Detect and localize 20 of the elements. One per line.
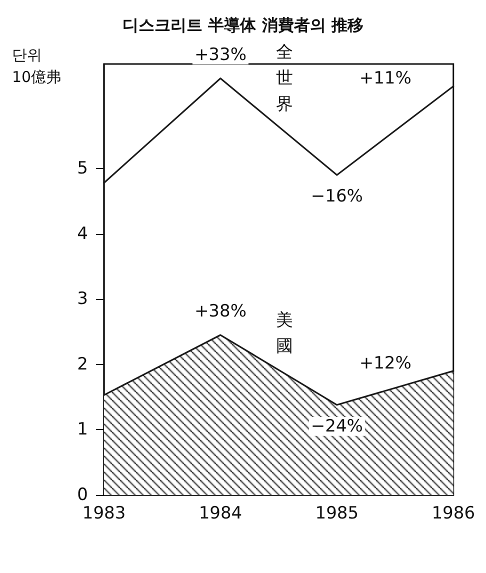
annotation: −24% (310, 416, 363, 436)
x-tick-label: 1986 (432, 504, 475, 524)
series-label: 美國 (276, 310, 294, 356)
x-tick-label: 1983 (82, 504, 126, 524)
y-tick-label: 5 (77, 158, 88, 178)
annotation: +12% (359, 353, 412, 374)
y-tick-label: 2 (77, 354, 88, 374)
x-tick-label: 1984 (198, 504, 242, 524)
chart-title: 디스크리트 半導体 消費者의 推移 (122, 16, 364, 34)
y-axis-title: 단위 10億弗 (12, 46, 62, 86)
y-tick-label: 4 (77, 224, 88, 244)
y-tick-label: 3 (77, 289, 88, 310)
series-label: 全世界 (276, 42, 294, 115)
annotation: +38% (194, 302, 246, 322)
annotation: +33% (194, 44, 246, 65)
x-tick-label: 1985 (315, 504, 359, 524)
annotation: −16% (310, 186, 363, 207)
y-tick-label: 1 (77, 420, 88, 440)
annotation: +11% (359, 68, 412, 89)
y-tick-label: 0 (77, 485, 88, 505)
